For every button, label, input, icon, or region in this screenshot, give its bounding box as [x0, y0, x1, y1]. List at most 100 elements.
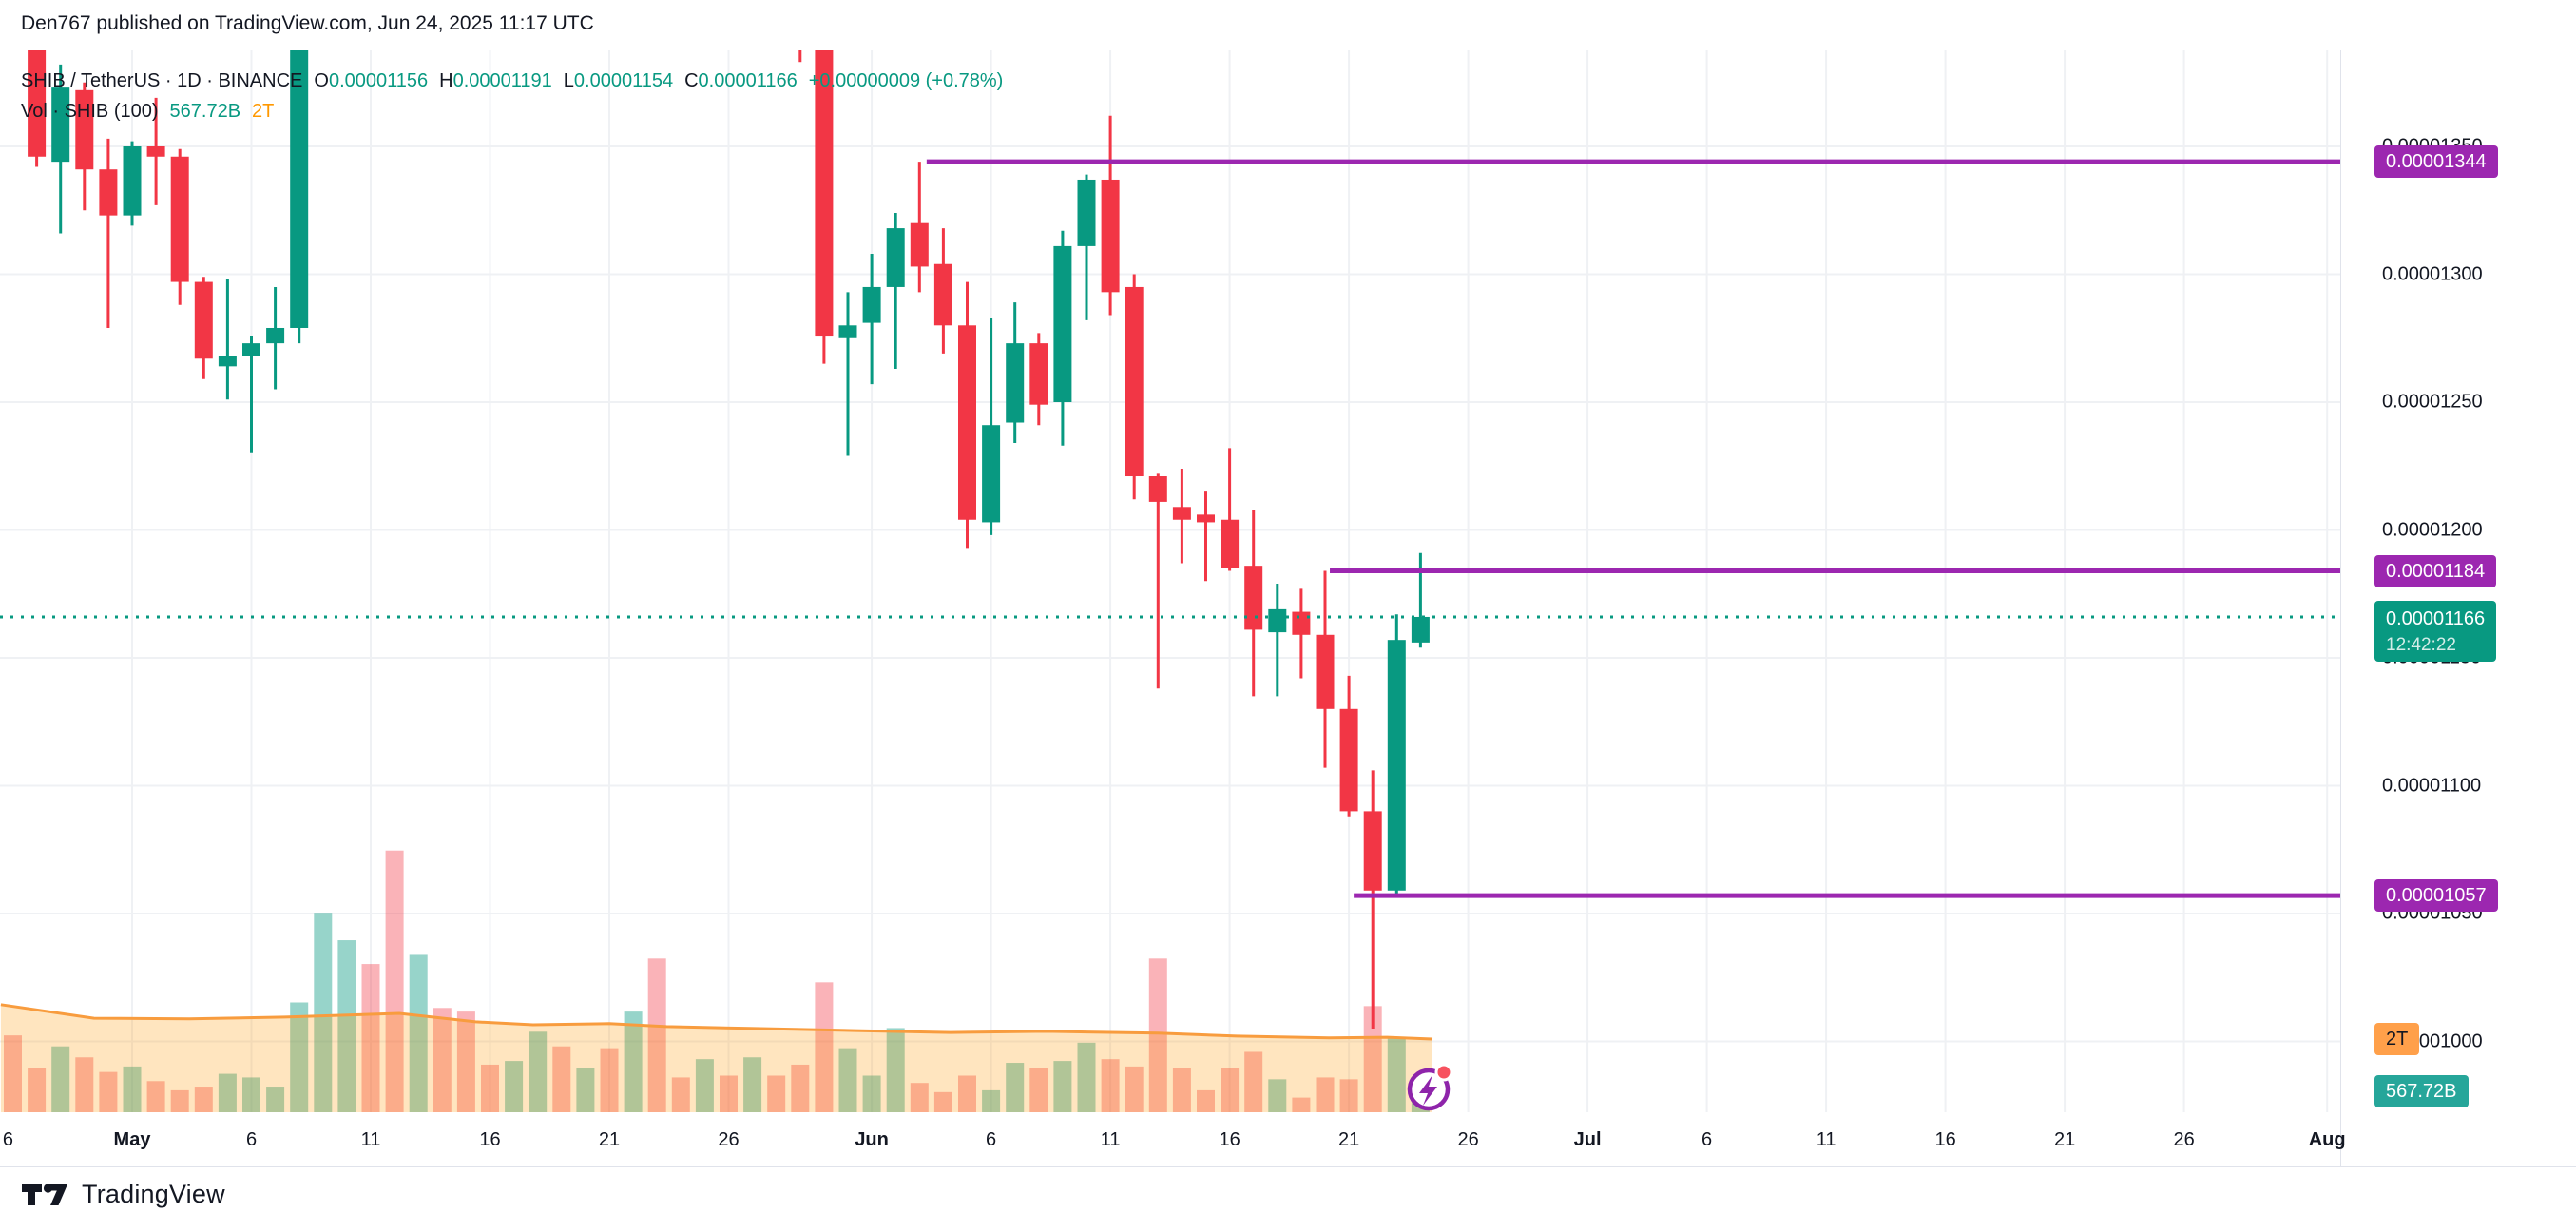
tradingview-logo-text: TradingView — [82, 1180, 225, 1208]
candle-body — [28, 50, 47, 157]
volume-bar — [1339, 1079, 1358, 1112]
time-tick-label: 26 — [1457, 1129, 1479, 1150]
tradingview-brand[interactable]: TradingView — [21, 1180, 225, 1209]
candle-body — [815, 50, 834, 337]
volume-bar — [505, 1061, 524, 1112]
candle-body — [1172, 507, 1191, 520]
volume-value-scale-label: 567.72B — [2374, 1075, 2469, 1108]
volume-bar — [361, 964, 380, 1112]
volume-bar — [600, 1048, 619, 1112]
tradingview-logo-icon — [22, 1183, 67, 1205]
volume-ma-value: 2T — [252, 101, 275, 122]
candle-body — [1244, 566, 1263, 630]
candle-body — [958, 325, 976, 520]
volume-bar — [1077, 1042, 1096, 1112]
price-tick-label: 0.00001100 — [2382, 775, 2482, 796]
volume-bar — [337, 940, 356, 1112]
volume-current-value: 567.72B — [169, 101, 241, 122]
volume-bar — [624, 1011, 643, 1112]
candle-body — [1268, 608, 1287, 633]
ohlc-low: L0.00001154 — [563, 70, 674, 91]
time-tick-label: May — [113, 1129, 151, 1150]
candle-body — [75, 89, 94, 170]
candle-body — [170, 156, 189, 282]
volume-bar — [456, 1011, 475, 1112]
time-tick-label: 11 — [360, 1129, 381, 1150]
price-scale[interactable]: 0.000013500.000013000.000012500.00001200… — [2340, 50, 2576, 1166]
level-price-label: 0.00001184 — [2374, 554, 2497, 587]
candle-body — [1292, 611, 1311, 635]
time-tick-label: 6 — [1701, 1129, 1713, 1150]
candle-body — [266, 327, 285, 344]
price-change: +0.00000009 (+0.78%) — [808, 70, 1004, 91]
volume-bar — [838, 1048, 857, 1112]
time-tick-label: 16 — [1219, 1129, 1240, 1150]
current-price-label: 0.00001166 12:42:22 — [2374, 600, 2497, 662]
volume-bar — [28, 1068, 47, 1112]
volume-bar — [1363, 1006, 1382, 1112]
time-axis[interactable]: 6 May 6 11 16 21 26 Jun 6 11 16 21 26 Jul 6 11 16 21 26 Aug — [0, 1112, 2346, 1166]
volume-bar — [4, 1035, 22, 1112]
volume-bar — [933, 1091, 952, 1112]
volume-bar — [1292, 1097, 1311, 1112]
candle-body — [862, 286, 881, 323]
ohlc-open: O0.00001156 — [314, 70, 429, 91]
candle-body — [99, 169, 118, 216]
candle-body — [1029, 343, 1048, 405]
candle-body — [1221, 519, 1240, 568]
refresh-lightning-icon[interactable] — [1407, 1063, 1453, 1111]
time-tick-label: 26 — [718, 1129, 740, 1150]
volume-bar — [1387, 1037, 1406, 1112]
volume-bar — [767, 1075, 786, 1112]
volume-bar — [958, 1075, 976, 1112]
time-tick-label: 21 — [598, 1129, 621, 1150]
volume-bar — [1244, 1051, 1263, 1112]
volume-ma-scale-label: 2T — [2374, 1023, 2420, 1055]
volume-bar — [529, 1031, 548, 1112]
volume-bar — [242, 1077, 260, 1112]
volume-indicator-title: Vol · SHIB (100) — [21, 101, 159, 122]
time-tick-label: 21 — [1337, 1129, 1360, 1150]
level-price-label: 0.00001344 — [2374, 145, 2498, 179]
candle-body — [933, 263, 952, 326]
volume-bar — [99, 1071, 118, 1112]
volume-bar — [862, 1075, 881, 1112]
volume-bar — [1221, 1068, 1240, 1112]
volume-bar — [815, 982, 834, 1112]
candle-body — [910, 222, 929, 267]
candle-body — [1125, 286, 1144, 477]
price-tick-label: 0.00001300 — [2382, 263, 2483, 284]
price-tick-label: 0.00001200 — [2382, 519, 2483, 540]
candle-body — [1316, 634, 1335, 709]
volume-bar — [290, 1002, 309, 1112]
candle-body — [51, 87, 70, 163]
time-tick-label: Jun — [855, 1129, 889, 1150]
volume-bar — [1268, 1079, 1287, 1112]
volume-bar — [695, 1059, 714, 1112]
candle-body — [1148, 476, 1167, 502]
ohlc-close: C0.00001166 — [684, 70, 798, 91]
volume-bar — [481, 1064, 499, 1112]
volume-bar — [75, 1057, 94, 1112]
volume-bar — [791, 1064, 810, 1112]
time-tick-label: Jul — [1573, 1129, 1602, 1150]
volume-bar — [1006, 1063, 1025, 1112]
volume-legend: Vol · SHIB (100) 567.72B 2T — [21, 101, 274, 123]
candle-body — [838, 325, 857, 338]
volume-ma-area — [0, 1004, 1432, 1112]
volume-bar — [552, 1046, 571, 1112]
volume-bar — [433, 1008, 452, 1112]
volume-bar — [51, 1046, 70, 1112]
symbol-legend: SHIB / TetherUS · 1D · BINANCE O0.000011… — [21, 70, 1003, 92]
time-tick-label: 26 — [2173, 1129, 2195, 1150]
volume-bar — [910, 1083, 929, 1112]
volume-bar — [1125, 1066, 1144, 1112]
time-tick-label: 11 — [1816, 1129, 1836, 1150]
candle-body — [1363, 811, 1382, 891]
candle-body — [1387, 640, 1406, 891]
candle-body — [886, 228, 905, 287]
volume-bar — [1101, 1059, 1120, 1112]
volume-bar — [218, 1073, 237, 1112]
